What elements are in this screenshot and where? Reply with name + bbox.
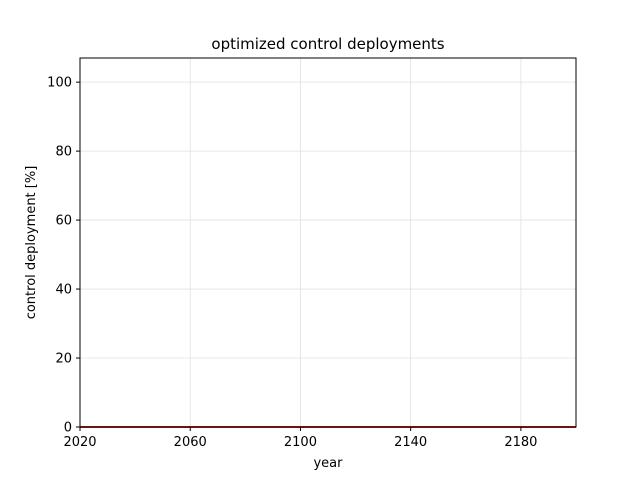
y-tick-label: 80 <box>55 145 72 160</box>
plot-area-frame <box>79 57 577 428</box>
x-tick-label: 2140 <box>394 435 427 450</box>
y-axis-label: control deployment [%] <box>24 166 39 320</box>
x-axis-label: year <box>313 456 343 471</box>
x-tick-label: 2180 <box>504 435 537 450</box>
ticks-layer: 2020 2060 2100 2140 2180 0 20 40 60 80 100 <box>47 76 537 450</box>
y-tick-label: 0 <box>64 421 72 436</box>
x-tick-label: 2060 <box>174 435 207 450</box>
y-tick-label: 60 <box>55 214 72 229</box>
y-tick-label: 40 <box>55 283 72 298</box>
x-tick-label: 2020 <box>63 435 96 450</box>
x-tick-label: 2100 <box>284 435 317 450</box>
y-tick-label: 20 <box>55 352 72 367</box>
chart-title: optimized control deployments <box>211 35 444 53</box>
y-tick-label: 100 <box>47 76 72 91</box>
grid-layer <box>79 58 576 428</box>
